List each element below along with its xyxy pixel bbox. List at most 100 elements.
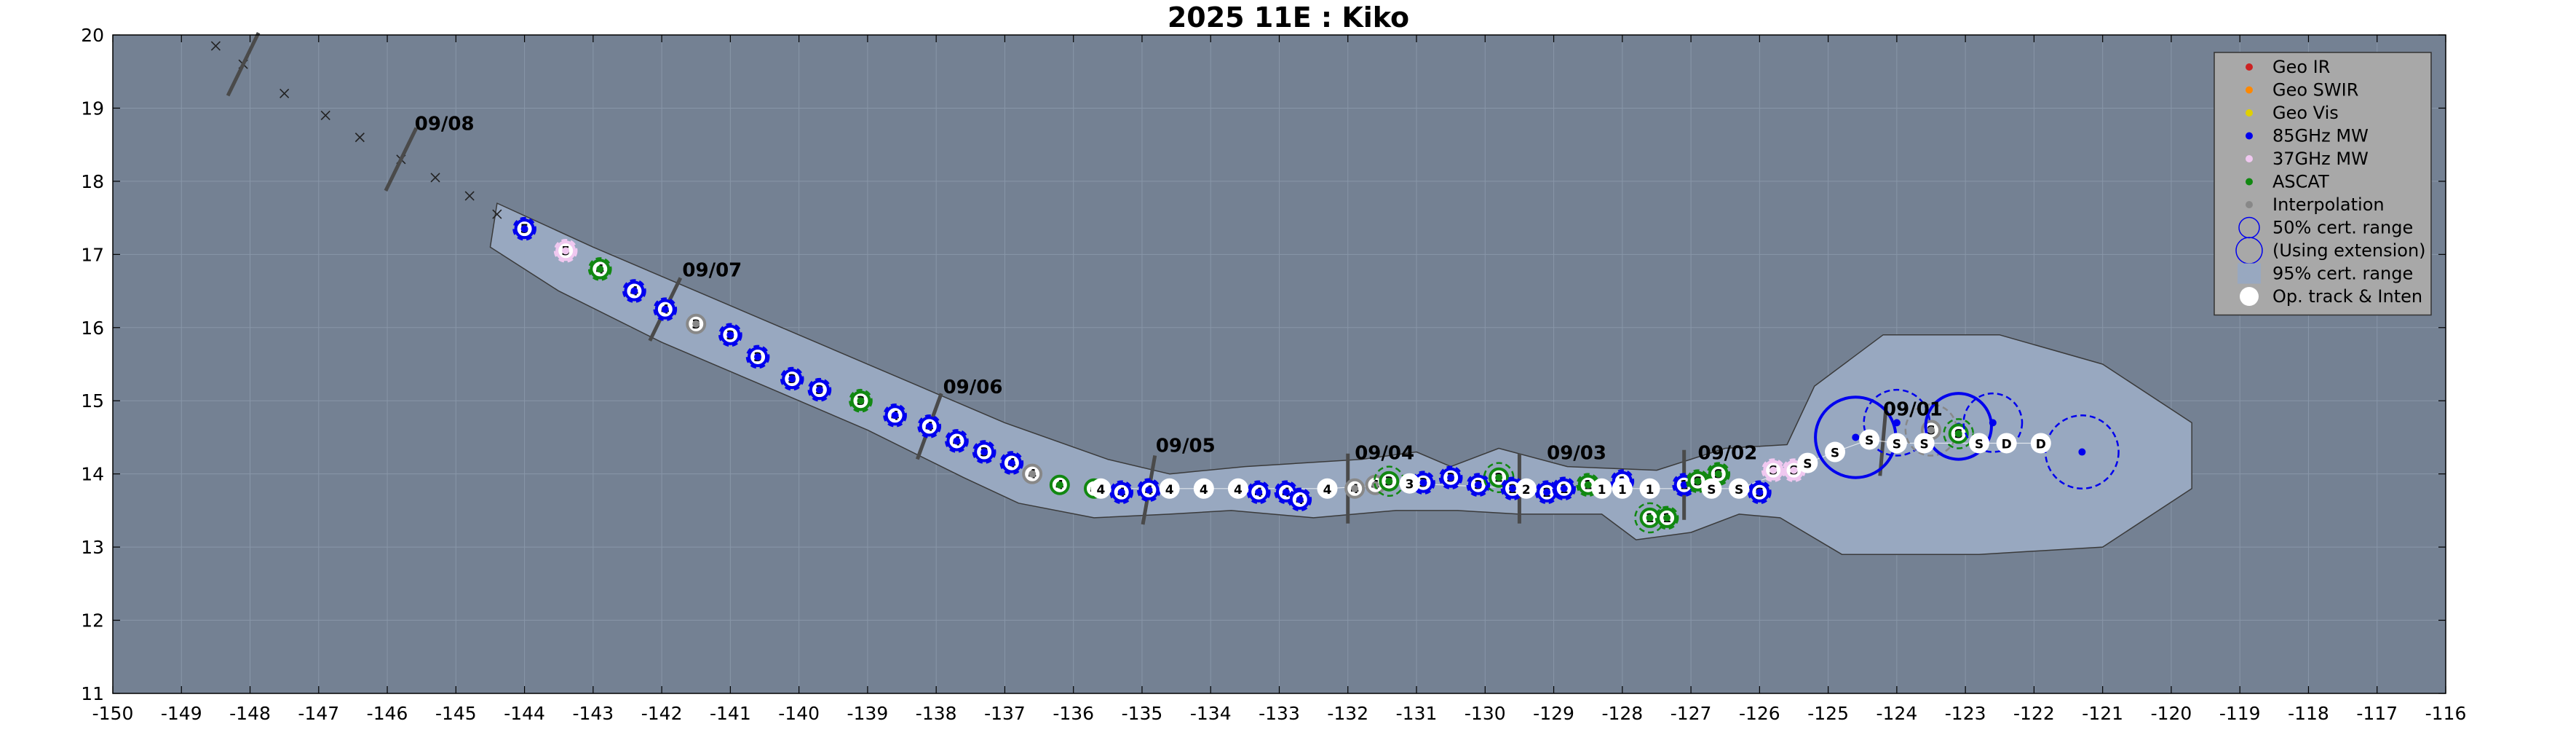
op-track-point xyxy=(1399,473,1420,494)
y-tick-label: 11 xyxy=(81,683,104,704)
fix-dot xyxy=(1663,513,1671,522)
op-track-point xyxy=(1515,478,1537,499)
x-tick-label: -146 xyxy=(367,703,408,724)
fix-dot xyxy=(661,305,669,313)
op-track-point xyxy=(1825,441,1846,463)
op-track-point xyxy=(1159,478,1180,499)
op-track-intensity: 4 xyxy=(1200,483,1208,497)
y-tick-label: 19 xyxy=(81,98,104,119)
x-tick-label: -136 xyxy=(1053,703,1094,724)
fix-dot xyxy=(1255,488,1263,496)
x-tick-label: -135 xyxy=(1122,703,1163,724)
legend-marker xyxy=(2240,287,2259,306)
x-tick-label: -142 xyxy=(641,703,683,724)
fix-cert-circle xyxy=(1924,392,1993,461)
op-track-intensity: 4 xyxy=(1234,483,1243,497)
x-tick-label: -124 xyxy=(1876,703,1918,724)
op-track-point xyxy=(1193,478,1214,499)
legend-marker xyxy=(2246,178,2253,186)
fix-dot xyxy=(754,353,762,361)
op-track-point xyxy=(1591,478,1612,499)
legend-label: Interpolation xyxy=(2272,194,2385,215)
op-track-intensity: 4 xyxy=(1165,483,1174,497)
fix-cert-circle xyxy=(1109,480,1134,505)
y-tick-label: 15 xyxy=(81,390,104,412)
legend-marker xyxy=(2246,155,2253,162)
forecast-point xyxy=(430,173,440,183)
x-tick-label: -145 xyxy=(435,703,477,724)
op-track-intensity: S xyxy=(1803,457,1812,472)
op-track-intensity: D xyxy=(2036,437,2046,452)
date-label: 09/03 xyxy=(1547,443,1606,465)
legend-marker xyxy=(2246,86,2253,94)
date-label: 09/04 xyxy=(1355,443,1414,465)
op-track-point xyxy=(1886,433,1907,454)
fix-dot xyxy=(1560,484,1568,492)
op-track-intensity: S xyxy=(1735,483,1743,497)
fix-dot xyxy=(1680,481,1688,489)
fix-dot xyxy=(1852,433,1860,441)
fix-dot xyxy=(1954,430,1962,438)
fix-dot xyxy=(692,320,700,328)
op-track-point xyxy=(2030,433,2051,454)
fix-dot xyxy=(1989,419,1997,427)
date-label: 09/01 xyxy=(1883,398,1943,420)
fix-cert-circle xyxy=(945,429,969,453)
fix-cert-circle xyxy=(1943,418,1975,449)
x-tick-label: -119 xyxy=(2219,703,2261,724)
fix-dot xyxy=(1007,459,1015,467)
forecast-point xyxy=(320,110,330,121)
x-tick-label: -137 xyxy=(984,703,1026,724)
legend-label: Geo Vis xyxy=(2272,103,2339,123)
op-track-intensity: 1 xyxy=(1618,483,1627,497)
fix-dot xyxy=(980,448,988,456)
legend-label: 50% cert. range xyxy=(2272,218,2413,238)
op-track-point xyxy=(1797,452,1818,473)
fix-dot xyxy=(925,422,933,430)
fix-cert-circle xyxy=(807,377,832,402)
x-tick-label: -130 xyxy=(1465,703,1506,724)
x-tick-label: -122 xyxy=(2013,703,2055,724)
fix-cert-circle xyxy=(1748,480,1772,505)
date-label: 09/05 xyxy=(1156,436,1216,457)
op-track-point xyxy=(1701,478,1722,499)
y-tick-label: 12 xyxy=(81,610,104,631)
legend-label: 85GHz MW xyxy=(2272,126,2369,146)
fix-cert-circle xyxy=(849,388,873,413)
x-tick-label: -128 xyxy=(1601,703,1643,724)
fix-cert-circle xyxy=(653,297,678,321)
fix-cert-circle xyxy=(1411,471,1435,495)
x-tick-label: -139 xyxy=(847,703,889,724)
fix-dot xyxy=(1282,488,1290,496)
fix-dot xyxy=(1495,473,1503,481)
forecast-point xyxy=(464,191,475,201)
fix-cert-circle xyxy=(553,238,578,263)
fix-cert-circle xyxy=(718,323,742,347)
date-labels: 09/08 09/07 09/06 09/05 09/04 09/03 09/02 09/01 xyxy=(415,114,1943,465)
x-tick-label: -147 xyxy=(298,703,339,724)
fix-dot xyxy=(1646,513,1654,522)
forecast-point xyxy=(210,41,221,51)
op-track-intensity: 4 xyxy=(1323,483,1332,497)
x-tick-label: -126 xyxy=(1739,703,1780,724)
fix-cert-circle xyxy=(1438,465,1463,490)
day-marker xyxy=(384,127,419,192)
fix-dot xyxy=(1584,481,1592,489)
fix-dot xyxy=(1769,466,1778,474)
fix-cert-circle xyxy=(1706,462,1731,486)
fix-dot xyxy=(857,397,865,405)
fixes: 554443333334443444444444443333222111111S… xyxy=(512,216,2120,534)
fix-dot xyxy=(1419,479,1427,487)
fix-dot xyxy=(520,225,528,233)
fix-dot xyxy=(630,287,638,295)
fix-dot xyxy=(2078,448,2086,456)
fix-cert-circle xyxy=(883,403,907,428)
y-tick-label: 13 xyxy=(81,537,104,558)
op-track-point xyxy=(1996,433,2017,454)
op-track-intensity: 1 xyxy=(1646,483,1654,497)
legend-label: ASCAT xyxy=(2272,172,2329,192)
fix-dot xyxy=(1055,481,1063,489)
x-tick-label: -129 xyxy=(1533,703,1574,724)
op-track-point xyxy=(1317,478,1338,499)
